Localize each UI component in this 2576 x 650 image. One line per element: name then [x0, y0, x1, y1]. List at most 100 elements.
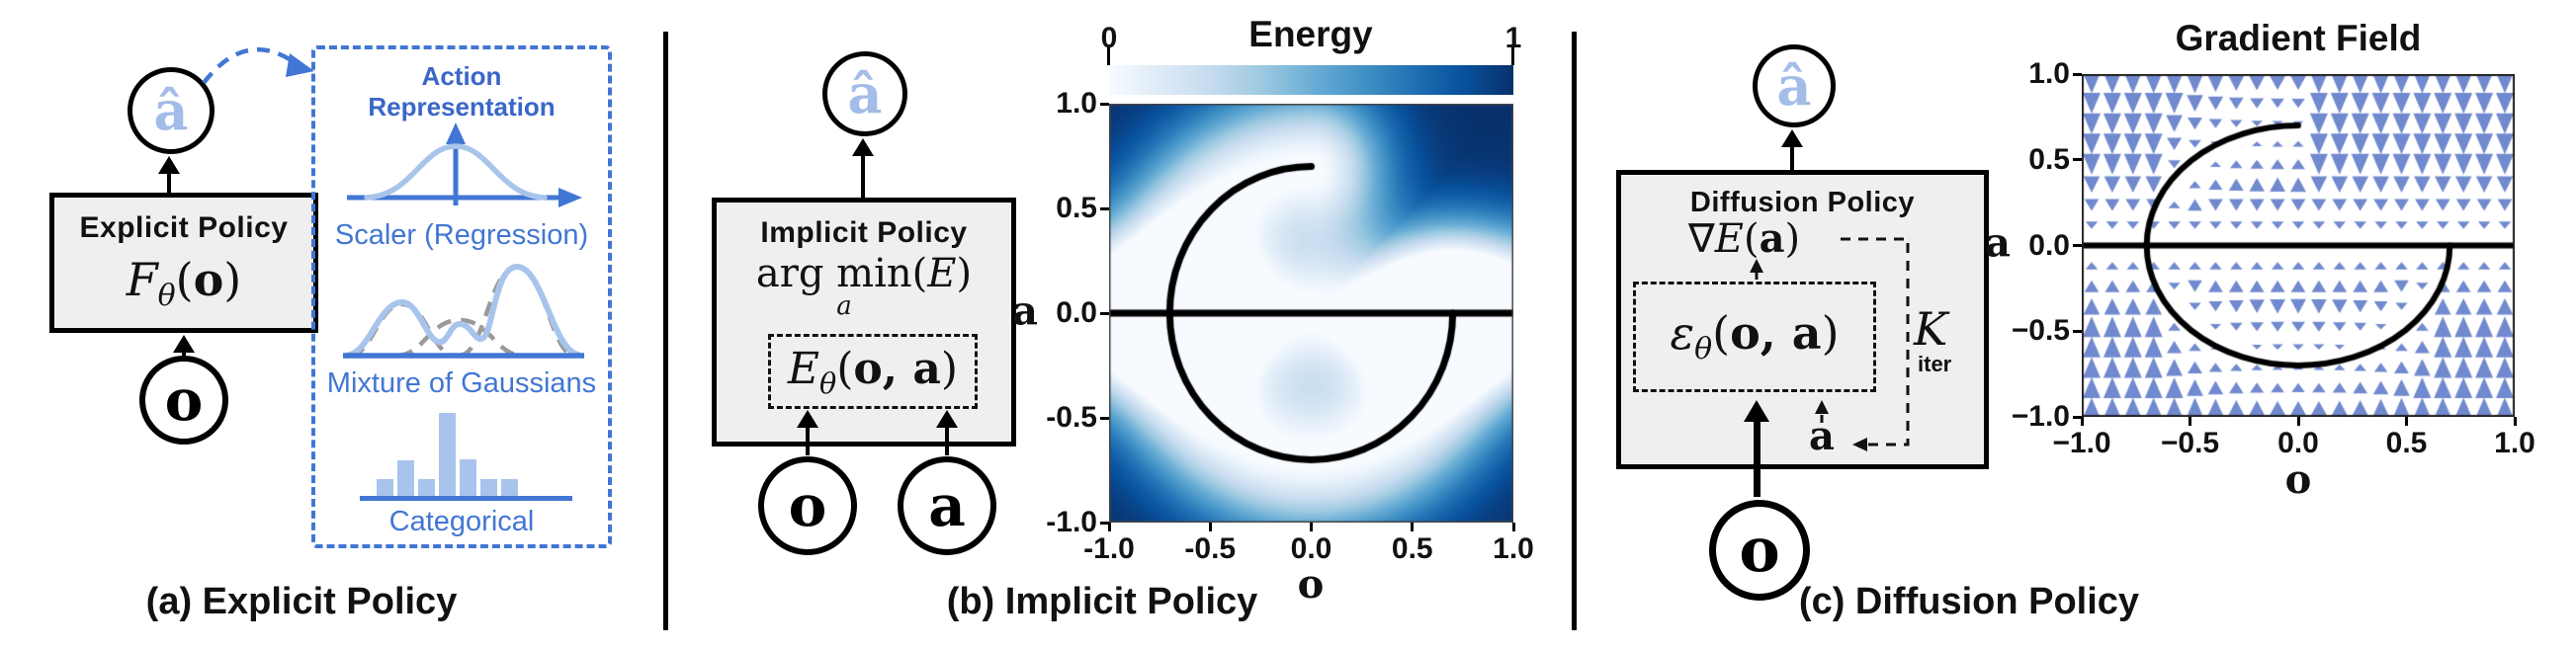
y-tick-label: 1.0 — [2028, 57, 2070, 90]
y-tick-mark — [2073, 244, 2082, 247]
x-tick-label: 0.5 — [1391, 532, 1433, 565]
y-tick-label: 0.5 — [1056, 192, 1097, 224]
iter-label: iter — [1918, 352, 1952, 376]
arrow-box-to-ahat-c-icon — [1781, 129, 1803, 147]
categorical-bar — [418, 479, 435, 496]
caption-panel-c: (c) Diffusion Policy — [1798, 581, 2140, 622]
observation-node-a: o — [139, 356, 228, 445]
x-tick-mark — [1511, 523, 1515, 531]
x-tick-mark — [1208, 523, 1212, 531]
y-tick-mark — [2073, 415, 2082, 419]
panel-divider-1 — [663, 32, 668, 630]
energy-function-box: Eθ(o, a) — [768, 334, 978, 409]
action-node-b: a — [898, 456, 996, 555]
categorical-baseline — [360, 496, 572, 501]
categorical-label: Categorical — [388, 506, 535, 537]
y-tick-label: 1.0 — [1056, 87, 1097, 120]
arrow-shaft — [1754, 420, 1760, 497]
y-tick-mark — [2073, 329, 2082, 333]
scalar-regression-icon — [347, 122, 582, 207]
arrow-shaft — [945, 426, 949, 455]
y-tick-mark — [1100, 206, 1109, 210]
caption-panel-a: (a) Explicit Policy — [145, 581, 458, 622]
arrow-shaft — [861, 154, 865, 200]
categorical-bar — [377, 479, 393, 496]
action-label: a — [928, 472, 966, 539]
x-tick-label: 0.0 — [1290, 532, 1332, 565]
observation-node-c: o — [1709, 500, 1810, 601]
categorical-bar — [439, 413, 456, 496]
mixture-of-gaussians-label: Mixture of Gaussians — [326, 367, 597, 399]
ahat-node-c: â — [1753, 44, 1836, 127]
diffusion-policy-box: Diffusion Policy — [1616, 170, 1989, 469]
arrow-shaft — [1790, 145, 1794, 171]
y-tick-label: 0.5 — [2028, 142, 2070, 176]
x-tick-mark — [2513, 417, 2517, 426]
implicit-policy-box: Implicit Policy arg min(E) a Eθ(o, a) — [712, 198, 1016, 447]
energy-heatmap-canvas — [1109, 104, 1513, 523]
argmin-formula: arg min(E) a — [717, 254, 1011, 319]
arrow-obs-into-diffusion-box-icon — [1744, 400, 1769, 422]
x-tick-mark — [2080, 417, 2084, 426]
x-tick-label: -0.5 — [1184, 532, 1237, 565]
y-tick-mark — [1100, 416, 1109, 420]
observation-label: o — [164, 366, 204, 434]
y-tick-mark — [1100, 521, 1109, 525]
x-tick-label: −1.0 — [2052, 427, 2111, 459]
mixture-of-gaussians-icon — [343, 263, 584, 359]
colorbar-max-label: 1 — [1504, 22, 1522, 54]
y-tick-label: 0.0 — [2028, 228, 2070, 262]
categorical-bar — [480, 479, 497, 496]
x-tick-label: −0.5 — [2160, 427, 2220, 459]
observation-label: o — [788, 472, 827, 539]
energy-colorbar — [1109, 65, 1513, 95]
gradient-xlabel: o — [2284, 456, 2312, 503]
energy-ylabel: a — [1012, 287, 1038, 335]
x-tick-label: 1.0 — [2494, 427, 2535, 459]
y-tick-mark — [1100, 311, 1109, 315]
scaler-regression-label: Scaler (Regression) — [334, 219, 589, 251]
gradient-ylabel: a — [1985, 219, 2011, 267]
explicit-policy-title: Explicit Policy — [79, 211, 289, 244]
gradient-field-canvas — [2082, 74, 2515, 417]
x-tick-mark — [2296, 417, 2300, 426]
x-tick-label: 1.0 — [1493, 532, 1534, 565]
x-tick-mark — [2405, 417, 2408, 426]
action-representation-panel: Action Representation Scaler (Regression… — [311, 45, 612, 548]
energy-function-formula: Eθ(o, a) — [787, 343, 959, 400]
arrow-act-into-box-icon — [936, 410, 958, 428]
x-tick-mark — [1411, 523, 1415, 531]
explicit-policy-formula: Fθ(o) — [126, 253, 242, 314]
energy-xlabel: o — [1297, 561, 1325, 608]
noise-predictor-box: εθ(o, a) — [1633, 282, 1876, 392]
y-tick-mark — [2073, 72, 2082, 76]
energy-title: Energy — [1248, 14, 1373, 54]
categorical-bar — [501, 479, 518, 496]
diffusion-policy-title: Diffusion Policy — [1689, 187, 1916, 218]
y-tick-label: −1.0 — [2011, 400, 2070, 433]
x-tick-label: 0.0 — [2277, 427, 2319, 459]
y-tick-label: −0.5 — [2011, 314, 2070, 348]
gradient-formula: ∇E(a) — [1688, 215, 1801, 262]
x-tick-label: 0.5 — [2385, 427, 2428, 459]
categorical-bar — [460, 459, 476, 496]
implicit-policy-title: Implicit Policy — [760, 216, 968, 249]
ahat-label: â — [153, 79, 189, 142]
y-tick-mark — [2073, 158, 2082, 162]
arrow-box-to-ahat-b-icon — [852, 138, 874, 156]
noise-predictor-formula: εθ(o, a) — [1670, 306, 1840, 367]
categorical-histogram-icon — [377, 413, 518, 496]
k-iterations-label: K — [1914, 302, 1948, 356]
arrow-shaft — [182, 351, 186, 359]
gradient-field-title: Gradient Field — [2175, 18, 2422, 58]
action-representation-title: Action Representation — [368, 61, 556, 122]
categorical-bar — [397, 460, 414, 496]
x-tick-mark — [1310, 523, 1313, 531]
observation-label: o — [1739, 514, 1780, 586]
ahat-node-a: â — [128, 67, 215, 154]
y-tick-mark — [1100, 102, 1109, 106]
y-tick-label: -0.5 — [1046, 401, 1097, 434]
